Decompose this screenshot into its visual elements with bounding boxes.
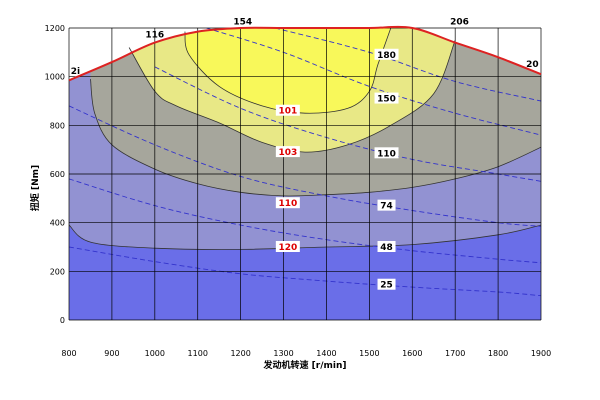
y-tick-400: 400	[50, 219, 65, 228]
power-curve-180	[274, 28, 541, 102]
bsfc-label-101: 101	[278, 107, 297, 117]
max-torque-curve	[68, 25, 542, 82]
x-tick-1100: 1100	[188, 349, 208, 358]
bsfc-label-110: 110	[278, 199, 297, 209]
x-tick-800: 800	[61, 349, 76, 358]
torque-curve-label-2i: 2i	[71, 67, 80, 77]
x-tick-1600: 1600	[402, 349, 422, 358]
bsfc-label-110-bg	[275, 197, 300, 209]
bsfc-label-103: 103	[278, 148, 297, 158]
torque-curve-label-206: 206	[450, 17, 469, 27]
y-tick-1200: 1200	[45, 24, 65, 33]
torque-curve-label-20: 20	[526, 60, 539, 70]
power-label-74: 74	[380, 202, 393, 212]
bsfc-contour-101	[184, 28, 392, 114]
power-label-48: 48	[380, 243, 393, 253]
power-label-150: 150	[377, 95, 396, 105]
x-tick-1500: 1500	[359, 349, 379, 358]
power-label-110: 110	[377, 149, 396, 159]
x-tick-1000: 1000	[145, 349, 165, 358]
x-axis-label: 发动机转速 [r/min]	[263, 359, 347, 371]
y-tick-1000: 1000	[45, 73, 65, 82]
curve-labels: 101 103 110 120 25 48 74 110 150 180 2i 116 154 206 20	[71, 17, 539, 290]
power-label-180-bg	[374, 48, 399, 60]
x-tick-1400: 1400	[316, 349, 336, 358]
power-label-25-bg	[377, 278, 396, 290]
power-label-110-bg	[374, 147, 399, 159]
x-tick-1900: 1900	[531, 349, 551, 358]
power-label-48-bg	[377, 241, 396, 252]
axis-ticks: 800 900 1000 1100 1200 1300 1400 1500 1600 1700 18…	[45, 24, 552, 358]
y-tick-600: 600	[50, 170, 65, 179]
y-axis-label: 扭矩 [Nm]	[29, 165, 41, 211]
region-above-max-torque	[69, 28, 541, 81]
bsfc-label-120-bg	[275, 241, 300, 252]
y-tick-0: 0	[60, 316, 65, 325]
power-label-74-bg	[377, 199, 396, 211]
torque-curve-label-116: 116	[145, 31, 164, 41]
x-tick-1700: 1700	[445, 349, 465, 358]
power-label-25: 25	[380, 281, 393, 291]
bsfc-label-120: 120	[278, 243, 297, 253]
x-tick-1300: 1300	[273, 349, 293, 358]
x-tick-1800: 1800	[488, 349, 508, 358]
x-tick-900: 900	[104, 349, 119, 358]
y-tick-200: 200	[50, 267, 65, 276]
power-label-180: 180	[377, 51, 396, 61]
power-curve-150	[206, 28, 541, 136]
power-label-150-bg	[374, 92, 399, 104]
torque-curve-label-154: 154	[233, 17, 252, 27]
max-torque-line	[68, 25, 542, 82]
x-tick-1200: 1200	[230, 349, 250, 358]
region-101	[184, 28, 391, 114]
y-tick-800: 800	[50, 121, 65, 130]
bsfc-label-101-bg	[275, 104, 300, 116]
bsfc-label-103-bg	[275, 146, 300, 158]
